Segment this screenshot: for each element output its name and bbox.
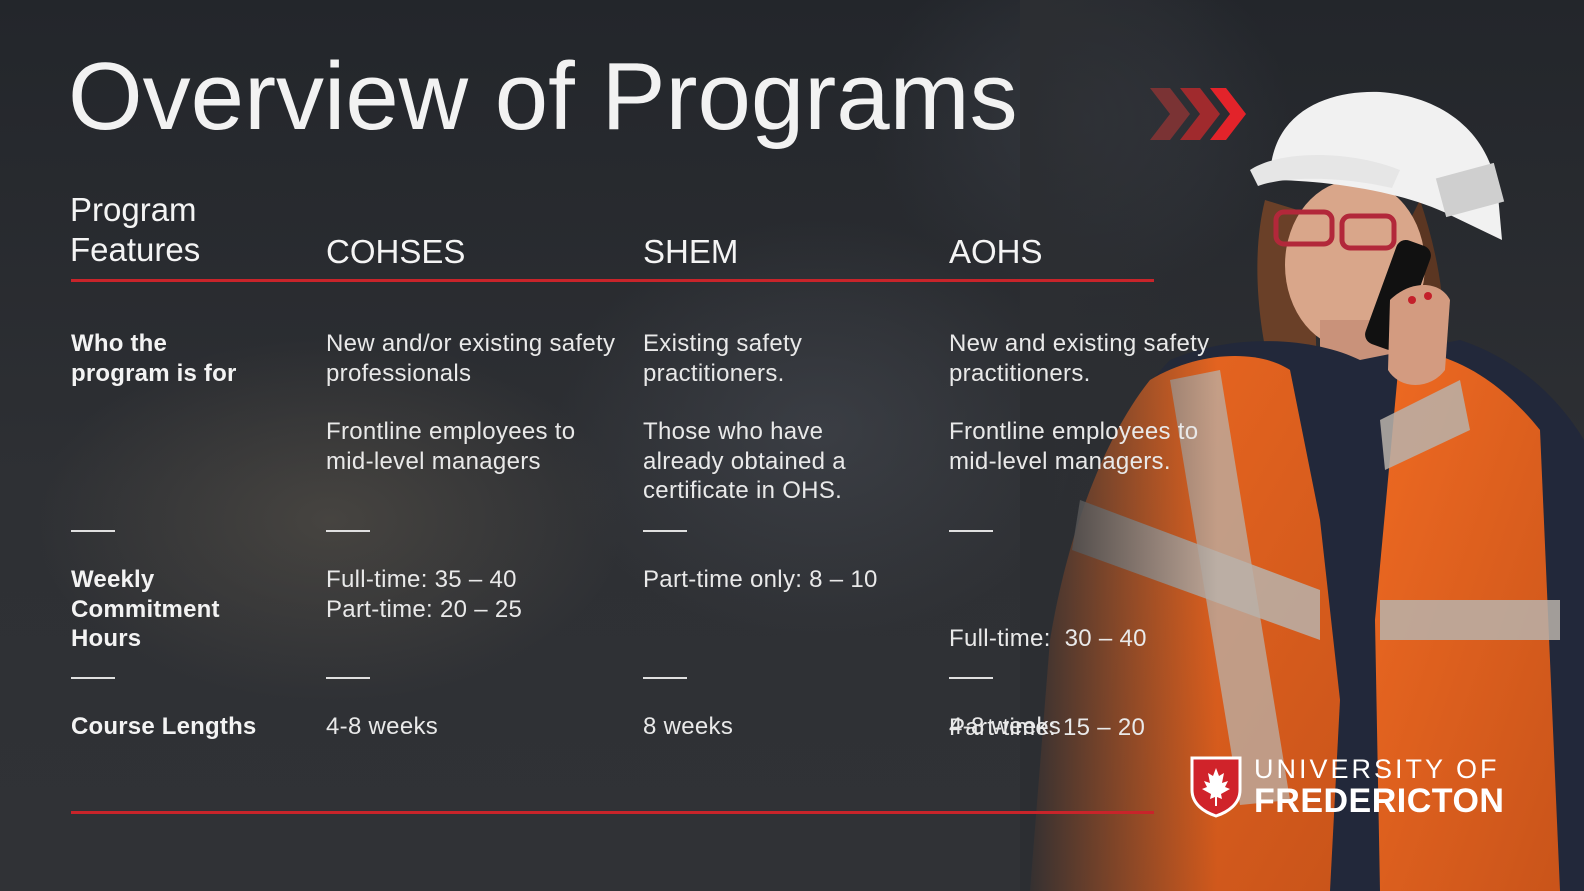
row-divider <box>71 530 115 532</box>
row-divider <box>643 530 687 532</box>
cohses-length: 4-8 weeks <box>326 713 439 740</box>
shem-length: 8 weeks <box>643 713 734 740</box>
shem-who-cell: Existing safety practitioners. Those who… <box>643 329 903 506</box>
row-divider <box>326 677 370 679</box>
logo-line-2: FREDERICTON <box>1254 782 1505 820</box>
header-shem: SHEM <box>643 233 739 270</box>
cohses-who-line: Frontline employees to mid-level manager… <box>326 418 576 475</box>
shem-who-line: Those who have already obtained a certif… <box>643 418 846 505</box>
row-divider <box>949 677 993 679</box>
row-divider <box>326 530 370 532</box>
aohs-who-cell: New and existing safety practitioners. F… <box>949 329 1229 476</box>
header-program-features: Program Features <box>70 191 201 268</box>
cohses-hours-line: Full-time: 35 – 40 <box>326 566 517 593</box>
logo-line-1: UNIVERSITY OF <box>1254 754 1500 784</box>
row-divider <box>643 677 687 679</box>
triple-chevron-right-icon <box>1150 88 1246 140</box>
shem-who-line: Existing safety practitioners. <box>643 330 803 387</box>
row-divider <box>71 677 115 679</box>
row-label-hours: Weekly Commitment Hours <box>71 566 220 653</box>
aohs-hours-line: Full-time: 30 – 40 <box>949 625 1147 653</box>
aohs-who-line: Frontline employees to mid-level manager… <box>949 418 1199 475</box>
maple-leaf-shield-icon <box>1190 756 1242 818</box>
aohs-who-line: New and existing safety practitioners. <box>949 330 1210 387</box>
footer-divider <box>71 811 1154 814</box>
shem-hours-cell: Part-time only: 8 – 10 <box>643 565 933 595</box>
page-title: Overview of Programs <box>68 43 1018 150</box>
aohs-hours-cell: Full-time: 30 – 40 Part-time: 15 – 20 <box>949 565 1229 772</box>
university-logo: UNIVERSITY OF FREDERICTON <box>1190 756 1520 818</box>
cohses-hours-cell: Full-time: 35 – 40 Part-time: 20 – 25 <box>326 565 616 624</box>
aohs-length: 4-8 weeks <box>949 713 1062 740</box>
cohses-who-cell: New and/or existing safety professionals… <box>326 329 616 476</box>
cohses-who-line: New and/or existing safety professionals <box>326 330 616 387</box>
row-label-length: Course Lengths <box>71 713 257 740</box>
cohses-hours-line: Part-time: 20 – 25 <box>326 595 523 623</box>
shem-hours-line: Part-time only: 8 – 10 <box>643 566 878 593</box>
worker-photo <box>1020 0 1584 891</box>
row-label-who: Who the program is for <box>71 330 237 387</box>
header-cohses: COHSES <box>326 233 466 270</box>
header-aohs: AOHS <box>949 233 1043 270</box>
row-divider <box>949 530 993 532</box>
header-divider <box>71 279 1154 282</box>
aohs-hours-line: Part-time: 15 – 20 <box>949 713 1146 741</box>
